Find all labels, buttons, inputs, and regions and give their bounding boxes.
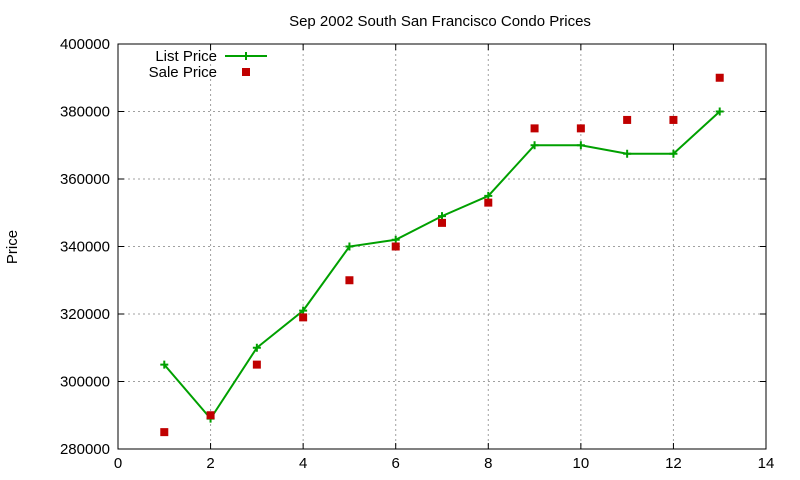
list-price-line <box>163 110 721 421</box>
grid-lines <box>118 44 766 449</box>
sale-price-point <box>391 242 400 251</box>
list-price-point <box>160 360 169 369</box>
list-price-point <box>299 306 308 315</box>
sale-price-point <box>530 124 539 133</box>
y-tick-label: 360000 <box>60 171 110 188</box>
x-tick-label: 0 <box>114 455 122 472</box>
sale-price-point <box>345 276 354 285</box>
x-tick-label: 4 <box>299 455 307 472</box>
list-price-point <box>623 149 632 158</box>
sale-price-point <box>206 411 215 420</box>
x-tick-label: 8 <box>484 455 492 472</box>
legend-plus-marker <box>242 52 250 60</box>
sale-price-point <box>484 198 493 207</box>
x-tick-label: 6 <box>392 455 400 472</box>
y-tick-label: 320000 <box>60 306 110 323</box>
list-price-point <box>391 235 400 244</box>
list-price-point <box>576 141 585 150</box>
chart-title: Sep 2002 South San Francisco Condo Price… <box>289 13 591 30</box>
sale-price-point <box>299 313 308 322</box>
sale-price-point <box>715 73 724 82</box>
x-tick-label: 14 <box>758 455 775 472</box>
legend-label: List Price <box>155 48 217 65</box>
legend-label: Sale Price <box>149 64 217 81</box>
sale-price-point <box>576 124 585 133</box>
series-layer <box>160 73 724 437</box>
list-price-point <box>345 242 354 251</box>
y-tick-label: 300000 <box>60 374 110 391</box>
list-price-point <box>530 141 539 150</box>
sale-price-point <box>623 115 632 124</box>
y-tick-label: 280000 <box>60 441 110 458</box>
legend-square-marker <box>242 68 250 76</box>
series-list-price <box>160 107 724 423</box>
list-price-point <box>484 191 493 200</box>
y-tick-label: 380000 <box>60 104 110 121</box>
series-sale-price <box>160 73 724 437</box>
y-axis-label: Price <box>4 230 21 264</box>
sale-price-point <box>438 218 446 227</box>
sale-price-point <box>252 360 261 369</box>
x-tick-label: 12 <box>665 455 682 472</box>
x-tick-label: 2 <box>206 455 214 472</box>
sale-price-point <box>160 428 169 437</box>
list-price-point <box>252 343 261 352</box>
axis-ticks: 0 2 4 6 8 10 12 14 280000 300000 320000 340000 36000… <box>60 36 774 472</box>
list-price-point <box>669 149 678 158</box>
y-tick-label: 400000 <box>60 36 110 53</box>
sale-price-point <box>669 115 678 124</box>
y-tick-label: 340000 <box>60 239 110 256</box>
x-tick-label: 10 <box>573 455 590 472</box>
list-price-point <box>438 212 446 221</box>
list-price-point <box>715 107 724 116</box>
